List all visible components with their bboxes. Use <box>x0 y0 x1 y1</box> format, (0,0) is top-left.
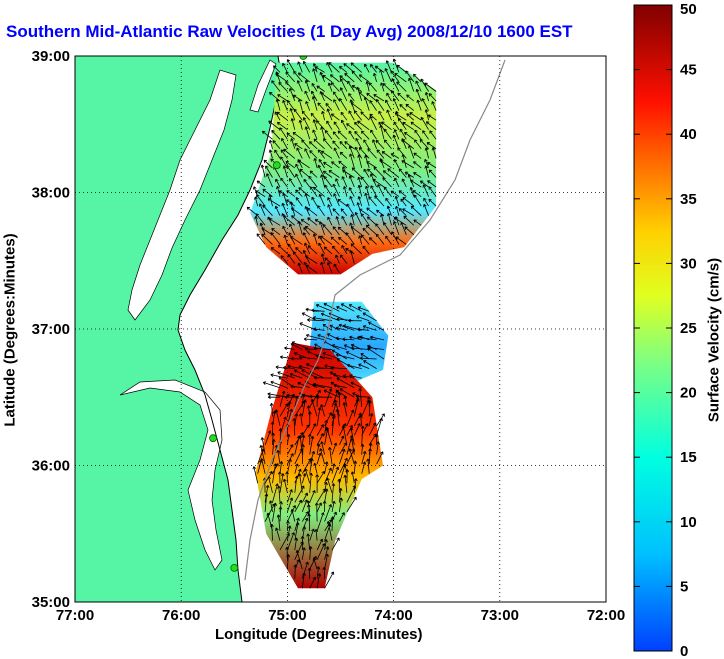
colorbar <box>633 4 673 652</box>
albemarle-sound <box>119 379 223 571</box>
y-tick-label: 35:00 <box>32 594 70 611</box>
map-grid <box>75 56 606 602</box>
y-axis-label: Latitude (Degrees:Minutes) <box>1 233 19 427</box>
latitude-tick-labels: 39:00 38:00 37:00 36:00 35:00 <box>32 48 70 611</box>
radar-station-3 <box>209 434 217 443</box>
plot-frame <box>74 55 607 603</box>
radar-station-1 <box>299 56 308 60</box>
x-axis-label: Longitude (Degrees:Minutes) <box>215 626 423 643</box>
y-tick-label: 37:00 <box>32 321 70 338</box>
delaware-bay <box>249 59 277 113</box>
x-tick-label: 77:00 <box>56 607 94 624</box>
colorbar-tick-label: 45 <box>680 62 697 79</box>
colorbar-tick-label: 50 <box>680 1 697 18</box>
chesapeake-bay <box>127 69 237 321</box>
colorbar-label: Surface Velocity (cm/s) <box>705 257 723 423</box>
radar-stations <box>209 56 308 572</box>
colorbar-tick-label: 10 <box>680 514 697 531</box>
radar-station-4 <box>230 563 239 572</box>
colorbar-ticks: 0 5 10 15 20 25 30 35 40 45 50 <box>634 1 697 659</box>
velocity-field <box>250 62 437 589</box>
y-tick-label: 39:00 <box>32 48 70 65</box>
colorbar-tick-label: 25 <box>680 320 697 337</box>
coastline <box>177 56 283 602</box>
y-tick-label: 36:00 <box>32 458 70 475</box>
colorbar-tick-label: 0 <box>680 643 688 659</box>
colorbar-tick-label: 20 <box>680 385 697 402</box>
x-tick-label: 74:00 <box>374 607 412 624</box>
x-tick-label: 73:00 <box>481 607 519 624</box>
map-title: Southern Mid-Atlantic Raw Velocities (1 … <box>6 22 573 41</box>
colorbar-tick-label: 5 <box>680 578 688 595</box>
land-mass <box>75 56 282 602</box>
x-tick-label: 75:00 <box>268 607 306 624</box>
radar-station-2 <box>272 161 281 170</box>
colorbar-tick-label: 30 <box>680 255 697 272</box>
vector-arrows <box>246 58 437 589</box>
colorbar-tick-label: 35 <box>680 191 697 208</box>
colorbar-tick-label: 40 <box>680 126 697 143</box>
longitude-tick-labels: 77:00 76:00 75:00 74:00 73:00 72:00 <box>56 607 625 624</box>
bathymetry-contour <box>244 59 506 581</box>
x-tick-label: 72:00 <box>587 607 625 624</box>
velocity-vectors <box>246 58 437 589</box>
colorbar-tick-label: 15 <box>680 449 697 466</box>
y-tick-label: 38:00 <box>32 185 70 202</box>
x-tick-label: 76:00 <box>162 607 200 624</box>
